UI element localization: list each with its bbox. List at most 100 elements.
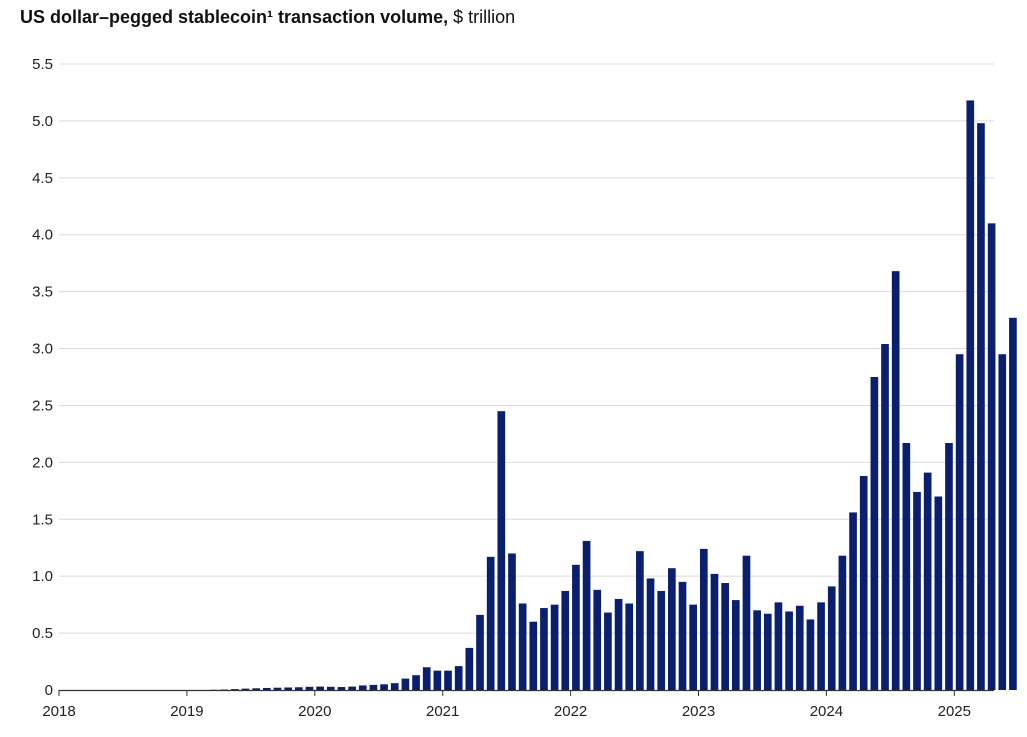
bar: [742, 555, 751, 690]
bar: [241, 688, 250, 690]
bar: [422, 667, 431, 690]
bar: [337, 687, 346, 690]
bar: [273, 687, 282, 690]
bar: [838, 555, 847, 690]
bar: [689, 604, 697, 690]
bar: [774, 602, 783, 690]
bar: [795, 605, 804, 690]
bar: [572, 564, 580, 690]
chart-title: US dollar–pegged stablecoin¹ transaction…: [20, 6, 515, 28]
bar: [785, 611, 793, 690]
bar: [390, 683, 399, 690]
bar: [998, 354, 1007, 690]
bar: [486, 556, 495, 690]
bar: [753, 610, 761, 690]
bar: [668, 568, 676, 690]
bar: [497, 411, 506, 690]
bar: [561, 590, 570, 690]
bar: [827, 586, 836, 690]
bar: [316, 686, 324, 690]
bar: [476, 614, 484, 690]
bar: [891, 271, 900, 690]
bar: [625, 603, 634, 690]
bar: [881, 343, 889, 690]
y-tick-label: 4.5: [32, 170, 53, 187]
y-tick-label: 4.0: [32, 227, 53, 244]
bar: [529, 621, 538, 690]
y-tick-label: 3.5: [32, 284, 53, 301]
bar: [721, 583, 729, 690]
bar: [380, 684, 388, 690]
x-tick-label: 2023: [682, 703, 715, 720]
bar: [550, 604, 559, 690]
bar: [252, 688, 261, 690]
x-tick-label: 2022: [554, 703, 587, 720]
bar: [294, 687, 303, 690]
bar: [284, 687, 292, 690]
bar: [977, 123, 985, 690]
bar: [348, 686, 356, 690]
y-tick-label: 2.5: [32, 397, 53, 414]
bar: [966, 100, 975, 691]
bar: [817, 602, 825, 690]
bar: [934, 496, 943, 690]
x-tick-label: 2025: [938, 703, 971, 720]
chart-title-main: US dollar–pegged stablecoin¹ transaction…: [20, 7, 449, 27]
bar: [465, 647, 474, 690]
y-tick-label: 5.0: [32, 113, 53, 130]
bar: [231, 689, 239, 690]
bar: [401, 678, 410, 690]
y-tick-label: 5.5: [32, 56, 53, 73]
bar: [358, 685, 367, 690]
y-tick-label: 1.0: [32, 568, 53, 585]
bar: [263, 687, 271, 690]
y-tick-label: 1.5: [32, 511, 53, 528]
bar: [1009, 317, 1017, 690]
x-tick-label: 2018: [42, 703, 75, 720]
x-axis-ticks: 2018 2019 2020 2021 2022 2023 2024 2025: [42, 690, 971, 720]
x-tick-label: 2021: [426, 703, 459, 720]
x-tick-label: 2020: [298, 703, 331, 720]
bar: [412, 675, 420, 690]
y-axis-ticks: 0 0.5 1.0 1.5 2.0 2.5 3.0 3.5 4.0 4.5 5.0 5.5: [32, 56, 53, 699]
bar: [955, 354, 964, 690]
bar: [923, 472, 932, 690]
grid-lines: [59, 63, 994, 634]
bar-series: [209, 100, 1017, 691]
y-tick-label: 3.0: [32, 341, 53, 358]
bar: [945, 443, 953, 690]
bar: [806, 619, 815, 690]
bar: [582, 540, 591, 690]
bar: [913, 491, 921, 690]
bar: [987, 223, 996, 690]
bar: [433, 670, 442, 690]
bar: [508, 553, 516, 690]
y-tick-label: 0.5: [32, 625, 53, 642]
bar: [657, 590, 666, 690]
bar: [902, 443, 911, 690]
y-tick-label: 0: [45, 682, 53, 699]
chart-title-unit: $ trillion: [453, 7, 516, 27]
bar: [699, 548, 708, 690]
bar: [444, 670, 452, 690]
bar: [636, 551, 644, 690]
bar: [326, 686, 335, 690]
bar: [859, 476, 868, 690]
bar: [731, 600, 740, 690]
bar: [305, 686, 314, 690]
bar: [614, 598, 623, 690]
bar: [604, 612, 612, 690]
bar: [593, 589, 602, 690]
bar: [540, 608, 548, 690]
x-tick-label: 2019: [170, 703, 203, 720]
bar: [763, 613, 772, 690]
y-tick-label: 2.0: [32, 454, 53, 471]
bar: [646, 578, 655, 690]
bar: [849, 512, 857, 690]
bar: [518, 603, 527, 690]
bar: [870, 377, 879, 690]
x-tick-label: 2024: [810, 703, 843, 720]
bar: [678, 581, 687, 690]
